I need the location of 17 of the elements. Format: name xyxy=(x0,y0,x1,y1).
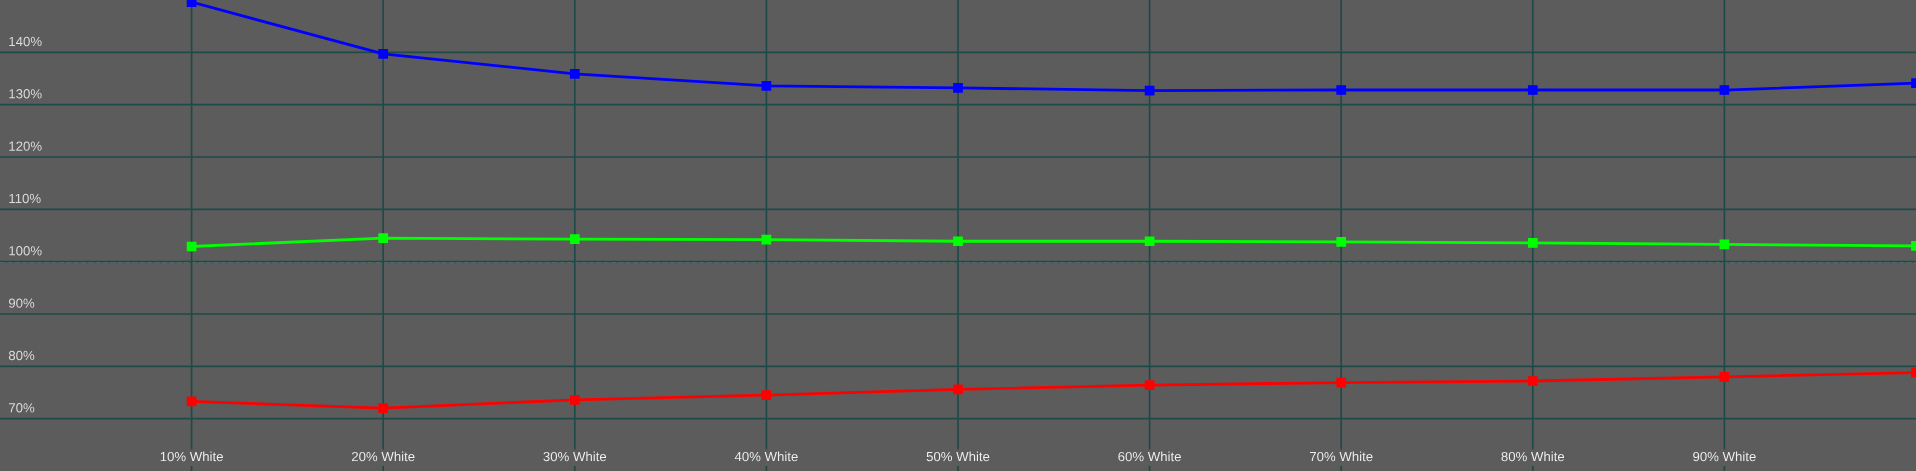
y-tick-label: 110% xyxy=(9,193,41,204)
x-tick-label: 40% White xyxy=(734,451,798,462)
y-tick-label: 90% xyxy=(8,298,35,308)
y-tick-label: 70% xyxy=(9,403,35,413)
x-tick-label: 80% White xyxy=(1501,451,1565,462)
x-tick-label: 20% White xyxy=(351,451,415,462)
x-tick-label: 30% White xyxy=(543,451,607,462)
x-tick-label: 10% White xyxy=(160,451,223,462)
y-tick-label: 80% xyxy=(8,350,35,361)
y-tick-label: 140% xyxy=(9,36,42,47)
y-tick-label: 120% xyxy=(9,141,42,151)
x-tick-label: 50% White xyxy=(926,451,990,462)
y-tick-label: 130% xyxy=(9,89,42,99)
x-tick-label: 60% White xyxy=(1118,451,1181,462)
x-tick-label: 70% White xyxy=(1309,451,1373,462)
y-tick-label: 100% xyxy=(9,246,42,256)
x-tick-label: 90% White xyxy=(1693,451,1756,462)
